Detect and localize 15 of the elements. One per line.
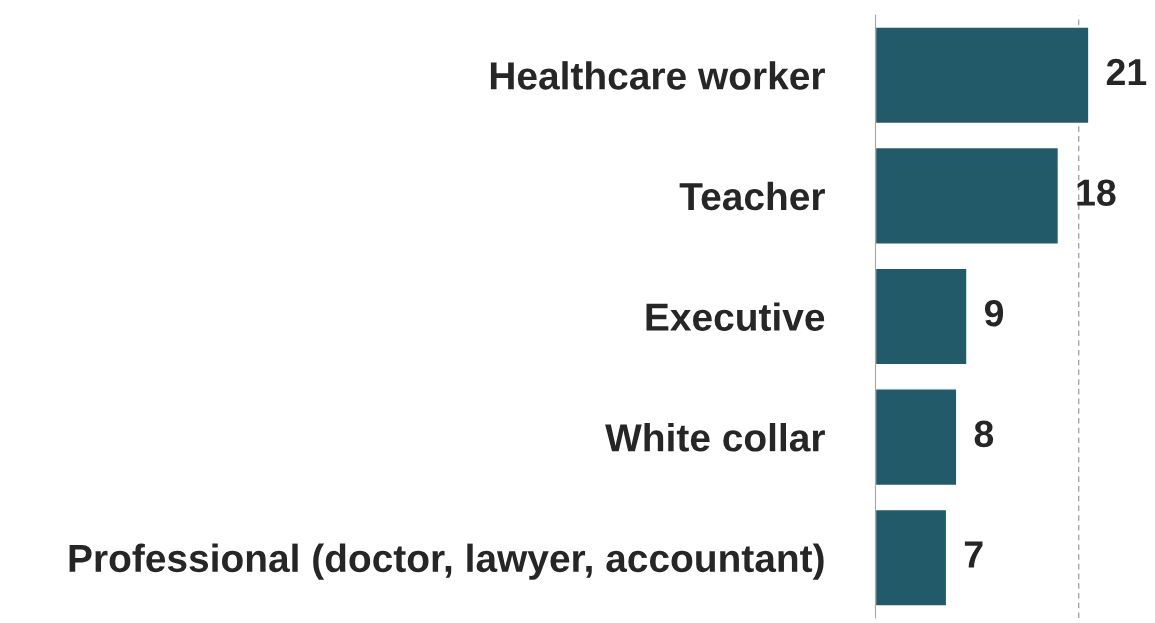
data-label: 9 bbox=[984, 300, 1004, 327]
bar bbox=[875, 267, 968, 366]
bar bbox=[875, 146, 1060, 245]
data-label: 21 bbox=[1106, 58, 1147, 85]
bar bbox=[875, 388, 958, 487]
y-tick-label: Teacher bbox=[679, 181, 825, 211]
data-label: 7 bbox=[964, 541, 983, 568]
y-tick-label: Executive bbox=[646, 302, 825, 331]
data-label: 18 bbox=[1077, 179, 1116, 206]
y-tick-label: Healthcare worker bbox=[490, 61, 825, 90]
bar bbox=[875, 508, 948, 607]
data-label: 8 bbox=[974, 420, 994, 448]
bar bbox=[875, 26, 1090, 125]
y-tick-label: Professional (doctor, lawyer, accountant) bbox=[69, 543, 824, 580]
y-tick-label: White collar bbox=[605, 423, 825, 452]
